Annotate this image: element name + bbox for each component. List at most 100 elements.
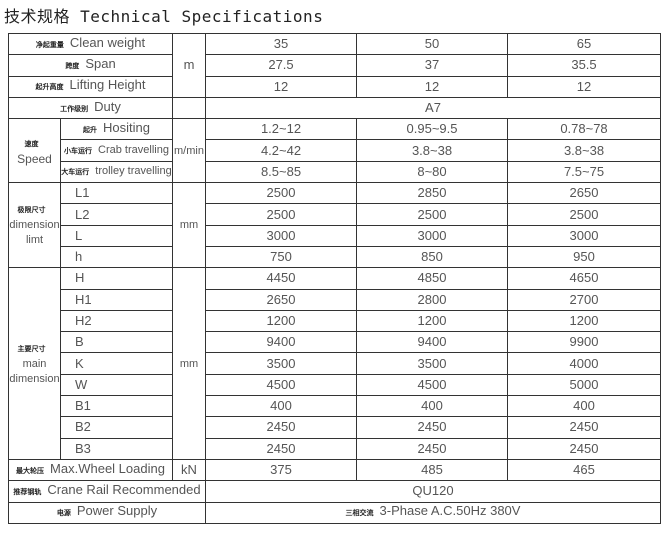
value: 3500 <box>417 355 447 371</box>
value-cell: 2500 <box>205 182 357 205</box>
value: 400 <box>573 398 595 414</box>
label: 速度 <box>24 140 39 148</box>
table-row: 电源 Power Supply 三相交流 3-Phase A.C.50Hz 380V <box>8 501 661 524</box>
value-cell: 9400 <box>356 331 508 354</box>
value-cell: 50 <box>356 32 508 56</box>
label: B2 <box>75 419 91 435</box>
value-cell: 1200 <box>205 309 357 333</box>
table-row: W 4500 4500 5000 <box>9 373 661 397</box>
label-cn: 工作级别 <box>60 105 89 113</box>
group-dim_limit: 极限尺寸 dimension limt <box>8 182 61 269</box>
label: limt <box>25 234 44 247</box>
sub-label: B3 <box>60 437 173 460</box>
label: Crab travelling <box>98 143 169 156</box>
label: H1 <box>75 291 92 307</box>
table-row: L2 2500 2500 2500 <box>9 203 661 226</box>
unit-cell: mm <box>172 267 206 460</box>
value-cell: 3500 <box>356 352 508 375</box>
label: B1 <box>75 398 91 414</box>
table-row: 推荐钢轨 Crane Rail Recommended QU120 <box>8 480 661 503</box>
value: 485 <box>421 462 443 478</box>
value: 4500 <box>266 376 296 392</box>
label: 三相交流 <box>345 510 374 518</box>
value-cell: 35.5 <box>507 54 661 77</box>
label: kN <box>181 462 197 478</box>
value-cell: 3.8~38 <box>356 139 508 162</box>
group-speed: 速度 Speed <box>8 118 61 184</box>
value: 12 <box>576 78 592 94</box>
value: 950 <box>573 249 595 265</box>
label: Speed <box>17 151 52 166</box>
value-cell: 2500 <box>356 203 508 226</box>
label: 起升 <box>83 126 98 134</box>
label-en: Duty <box>94 98 121 114</box>
value: 3000 <box>569 227 599 243</box>
value: 0.95~9.5 <box>406 121 458 137</box>
value-cell: 400 <box>356 395 508 418</box>
value-cell: 2500 <box>507 203 661 226</box>
sub-label: B2 <box>60 416 173 439</box>
value: 2450 <box>417 419 447 435</box>
value-cell: 8~80 <box>356 160 508 184</box>
label: L2 <box>75 206 90 222</box>
label: H <box>75 270 85 286</box>
value-cell: 三相交流 3-Phase A.C.50Hz 380V <box>205 501 661 524</box>
value-cell: 9900 <box>507 331 661 354</box>
label-en: Max.Wheel Loading <box>50 460 165 476</box>
value-cell: 4000 <box>507 352 661 375</box>
value-cell: 1200 <box>507 309 661 333</box>
value-cell: 12 <box>356 75 508 98</box>
value: 9400 <box>266 334 296 350</box>
value-cell: 4.2~42 <box>205 139 357 162</box>
value: 9400 <box>417 334 447 350</box>
value-cell: 1200 <box>356 309 508 333</box>
value: 1200 <box>266 313 296 328</box>
table-row: B2 2450 2450 2450 <box>9 416 661 439</box>
value-cell: 850 <box>356 245 508 269</box>
label: 主要尺寸 <box>17 345 46 353</box>
unit-cell: m <box>172 33 206 98</box>
value: 1.2~12 <box>260 121 302 137</box>
value-cell: 7.5~75 <box>507 160 661 184</box>
label: 电源 <box>56 510 71 518</box>
value-cell: 2450 <box>507 437 661 460</box>
table-row: 起升高度 Lifting Height 12 12 12 <box>8 75 661 98</box>
value: 3000 <box>417 227 447 243</box>
label: trolley travelling <box>95 164 172 177</box>
value: 2500 <box>266 206 296 222</box>
label: dimension <box>9 219 60 232</box>
value-cell: 3.8~38 <box>507 139 661 162</box>
value: 3500 <box>266 355 296 371</box>
label: dimension <box>9 372 60 385</box>
sub-label: 大车运行 trolley travelling <box>60 160 173 184</box>
value-cell: 5000 <box>507 373 661 397</box>
sub-label: H1 <box>60 288 173 311</box>
label: mm <box>179 219 199 232</box>
sub-label: h <box>60 245 173 269</box>
value: 4.2~42 <box>260 142 302 158</box>
value: 2450 <box>417 440 447 456</box>
value: 2450 <box>266 440 296 456</box>
row-label-duty: 工作级别 Duty <box>8 96 173 120</box>
sub-label: B1 <box>60 395 173 418</box>
value-cell: 3000 <box>205 224 357 247</box>
value: 2650 <box>569 185 599 201</box>
table-row: 净起重量 Clean weight m 35 50 65 <box>8 32 661 98</box>
value-cell: 3500 <box>205 352 357 375</box>
unit: m <box>183 57 195 73</box>
value-cell: 3000 <box>507 224 661 247</box>
value: 35 <box>273 36 289 52</box>
sub-label: H <box>60 267 173 290</box>
label: L1 <box>75 185 90 201</box>
value: 400 <box>270 398 292 414</box>
value-cell: 750 <box>205 245 357 269</box>
value: 4500 <box>417 376 447 392</box>
value: 2450 <box>569 419 599 435</box>
value: 2500 <box>569 206 599 222</box>
table-row: B3 2450 2450 2450 <box>9 437 661 460</box>
value-cell: 400 <box>205 395 357 418</box>
label: mm <box>179 357 199 370</box>
value-cell: 0.95~9.5 <box>356 118 508 141</box>
sub-label: 起升 Hositing <box>60 118 173 141</box>
